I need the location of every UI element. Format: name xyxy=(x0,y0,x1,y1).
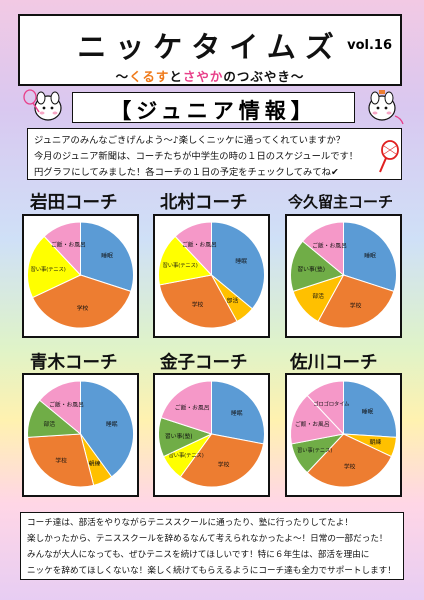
pie-slice-label: 学校 xyxy=(344,462,356,470)
tennis-racket-icon xyxy=(379,140,399,173)
closing-message: コーチ達は、部活をやりながらテニススクールに通ったり、塾に行ったりしてたよ！ 楽… xyxy=(20,512,404,580)
pie-slice xyxy=(174,221,212,277)
pie-slice xyxy=(211,380,265,445)
mascot-tennis-right-icon xyxy=(368,90,404,125)
intro-message: ジュニアのみんなごきげんよう〜♪楽しくニッケに通ってくれていますか？ 今月のジュ… xyxy=(27,128,402,180)
newsletter-subtitle: 〜くるすとさやかのつぶやき〜 xyxy=(20,66,400,85)
closing-line: ニッケを辞めてほしくないな！楽しく続けてもらえるようにコーチ達も全力でサポートし… xyxy=(27,566,396,576)
pie-slice xyxy=(301,221,344,277)
closing-line: みんなが大人になっても、ぜひテニスを続けてほしいです！特に６年生は、部活を理由に xyxy=(27,550,370,560)
intro-line: 円グラフにしてみました！各コーチの１日の予定をチェックしてみてね✔ xyxy=(34,167,339,178)
pie-slice xyxy=(306,433,393,488)
pie-slice xyxy=(306,380,344,436)
pie-slice-label: 部活 xyxy=(227,296,239,304)
coach-name-kitamura: 北村コーチ xyxy=(160,193,248,213)
pie-slice xyxy=(27,433,95,488)
coach-name-imakurusu: 今久留主コーチ xyxy=(288,193,394,211)
masthead: ニッケタイムズ vol.16 〜くるすとさやかのつぶやき〜 xyxy=(18,14,402,86)
mascot-tennis-left-icon xyxy=(23,89,62,121)
pie-slice-label: 朝練 xyxy=(89,460,101,468)
pie-slice xyxy=(211,221,265,310)
newsletter-title: ニッケタイムズ xyxy=(77,30,343,64)
intro-line: 今月のジュニア新聞は、コーチたちが中学生の時の１日のスケジュールです！ xyxy=(34,151,359,162)
pie-slice xyxy=(160,380,212,435)
pie-slice xyxy=(290,240,345,293)
pie-slice-label: 学校 xyxy=(55,457,67,465)
intro-line: ジュニアのみんなごきげんよう〜♪楽しくニッケに通ってくれていますか？ xyxy=(34,135,346,146)
pie-chart-iwata: 睡眠学校 習い事(テニス) ご飯・お風呂 xyxy=(22,214,139,338)
pie-slice-label: 睡眠 xyxy=(235,257,247,265)
pie-slice-label: ゴロゴロタイム xyxy=(313,399,349,407)
pie-slice xyxy=(27,235,82,299)
pie-slice-label: 睡眠 xyxy=(231,409,243,417)
pie-slice-label: ご飯・お風呂 xyxy=(295,420,330,428)
pie-slice-label: 学校 xyxy=(350,302,362,310)
pie-slice-label: 習い事(テニス) xyxy=(31,265,66,273)
pie-slice-label: 習い事(塾) xyxy=(297,265,325,273)
pie-slice-label: 習い事(テニス) xyxy=(169,451,204,459)
pie-slice-label: ご飯・お風呂 xyxy=(175,403,210,411)
coach-name-sagawa: 佐川コーチ xyxy=(290,353,378,373)
pie-slice xyxy=(38,380,81,436)
pie-slice-label: 学校 xyxy=(192,301,204,309)
section-banner: 【ジュニア情報】 xyxy=(72,92,355,123)
pie-slice xyxy=(179,433,265,488)
subtitle-suffix: のつぶやき〜 xyxy=(223,69,305,84)
pie-slice-label: 部活 xyxy=(43,420,55,428)
pie-slice-label: ご飯・お風呂 xyxy=(182,240,217,248)
volume-number: vol.16 xyxy=(347,38,392,53)
subtitle-and: と xyxy=(169,69,183,84)
pie-slice xyxy=(158,235,213,286)
pie-slice-label: 睡眠 xyxy=(101,252,113,260)
pie-slice xyxy=(290,394,345,445)
pie-slice-label: ご飯・お風呂 xyxy=(312,241,347,249)
pie-slice-label: 学校 xyxy=(218,461,230,469)
pie-slice-label: 習い事(テニス) xyxy=(163,261,198,269)
pie-slice-label: ご飯・お風呂 xyxy=(51,240,86,248)
closing-line: コーチ達は、部活をやりながらテニススクールに通ったり、塾に行ったりしてたよ！ xyxy=(27,518,353,528)
pie-slice xyxy=(80,221,134,293)
coach-name-iwata: 岩田コーチ xyxy=(30,193,118,213)
pie-slice xyxy=(43,221,81,277)
pie-slice-label: 睡眠 xyxy=(362,408,374,416)
pie-slice-label: 習い事(テニス) xyxy=(297,446,332,454)
pie-slice xyxy=(80,380,134,478)
pie-slice xyxy=(31,274,132,329)
pie-chart-sagawa: 睡眠朝練学校 習い事(テニス) ご飯・お風呂 ゴロゴロタイム xyxy=(285,373,402,497)
subtitle-name-kurusu: くるす xyxy=(129,69,170,84)
pie-slice-label: 部活 xyxy=(312,292,324,300)
coach-name-kaneko: 金子コーチ xyxy=(160,353,248,373)
pie-slice-label: 学校 xyxy=(77,304,89,312)
pie-chart-kitamura: 睡眠部活学校 習い事(テニス) ご飯・お風呂 xyxy=(153,214,270,338)
pie-chart-imakurusu: 睡眠学校 部活 習い事(塾) ご飯・お風呂 xyxy=(285,214,402,338)
pie-slice-label: ご飯・お風呂 xyxy=(49,400,84,408)
closing-line: 楽しかったから、テニススクールを辞めるなんて考えられなかったよ〜！日常の一部だっ… xyxy=(27,534,388,544)
pie-slice-label: 朝練 xyxy=(370,438,382,446)
pie-chart-kaneko: 睡眠学校 習い事(テニス) 習い事(塾) ご飯・お風呂 xyxy=(153,373,270,497)
pie-slice-label: 睡眠 xyxy=(106,420,118,428)
pie-slice xyxy=(317,274,395,329)
subtitle-prefix: 〜 xyxy=(115,69,130,84)
banner-title: 【ジュニア情報】 xyxy=(110,99,317,123)
pie-slice-label: 睡眠 xyxy=(364,252,376,260)
coach-name-aoki: 青木コーチ xyxy=(30,353,118,373)
pie-slice xyxy=(343,221,397,293)
subtitle-name-sayaka: さやか xyxy=(182,69,224,84)
pie-chart-aoki: 睡眠朝練 学校 部活 ご飯・お風呂 xyxy=(22,373,139,497)
pie-slice-label: 習い事(塾) xyxy=(165,432,193,440)
pie-slice xyxy=(158,274,238,329)
pie-slice xyxy=(343,380,397,438)
